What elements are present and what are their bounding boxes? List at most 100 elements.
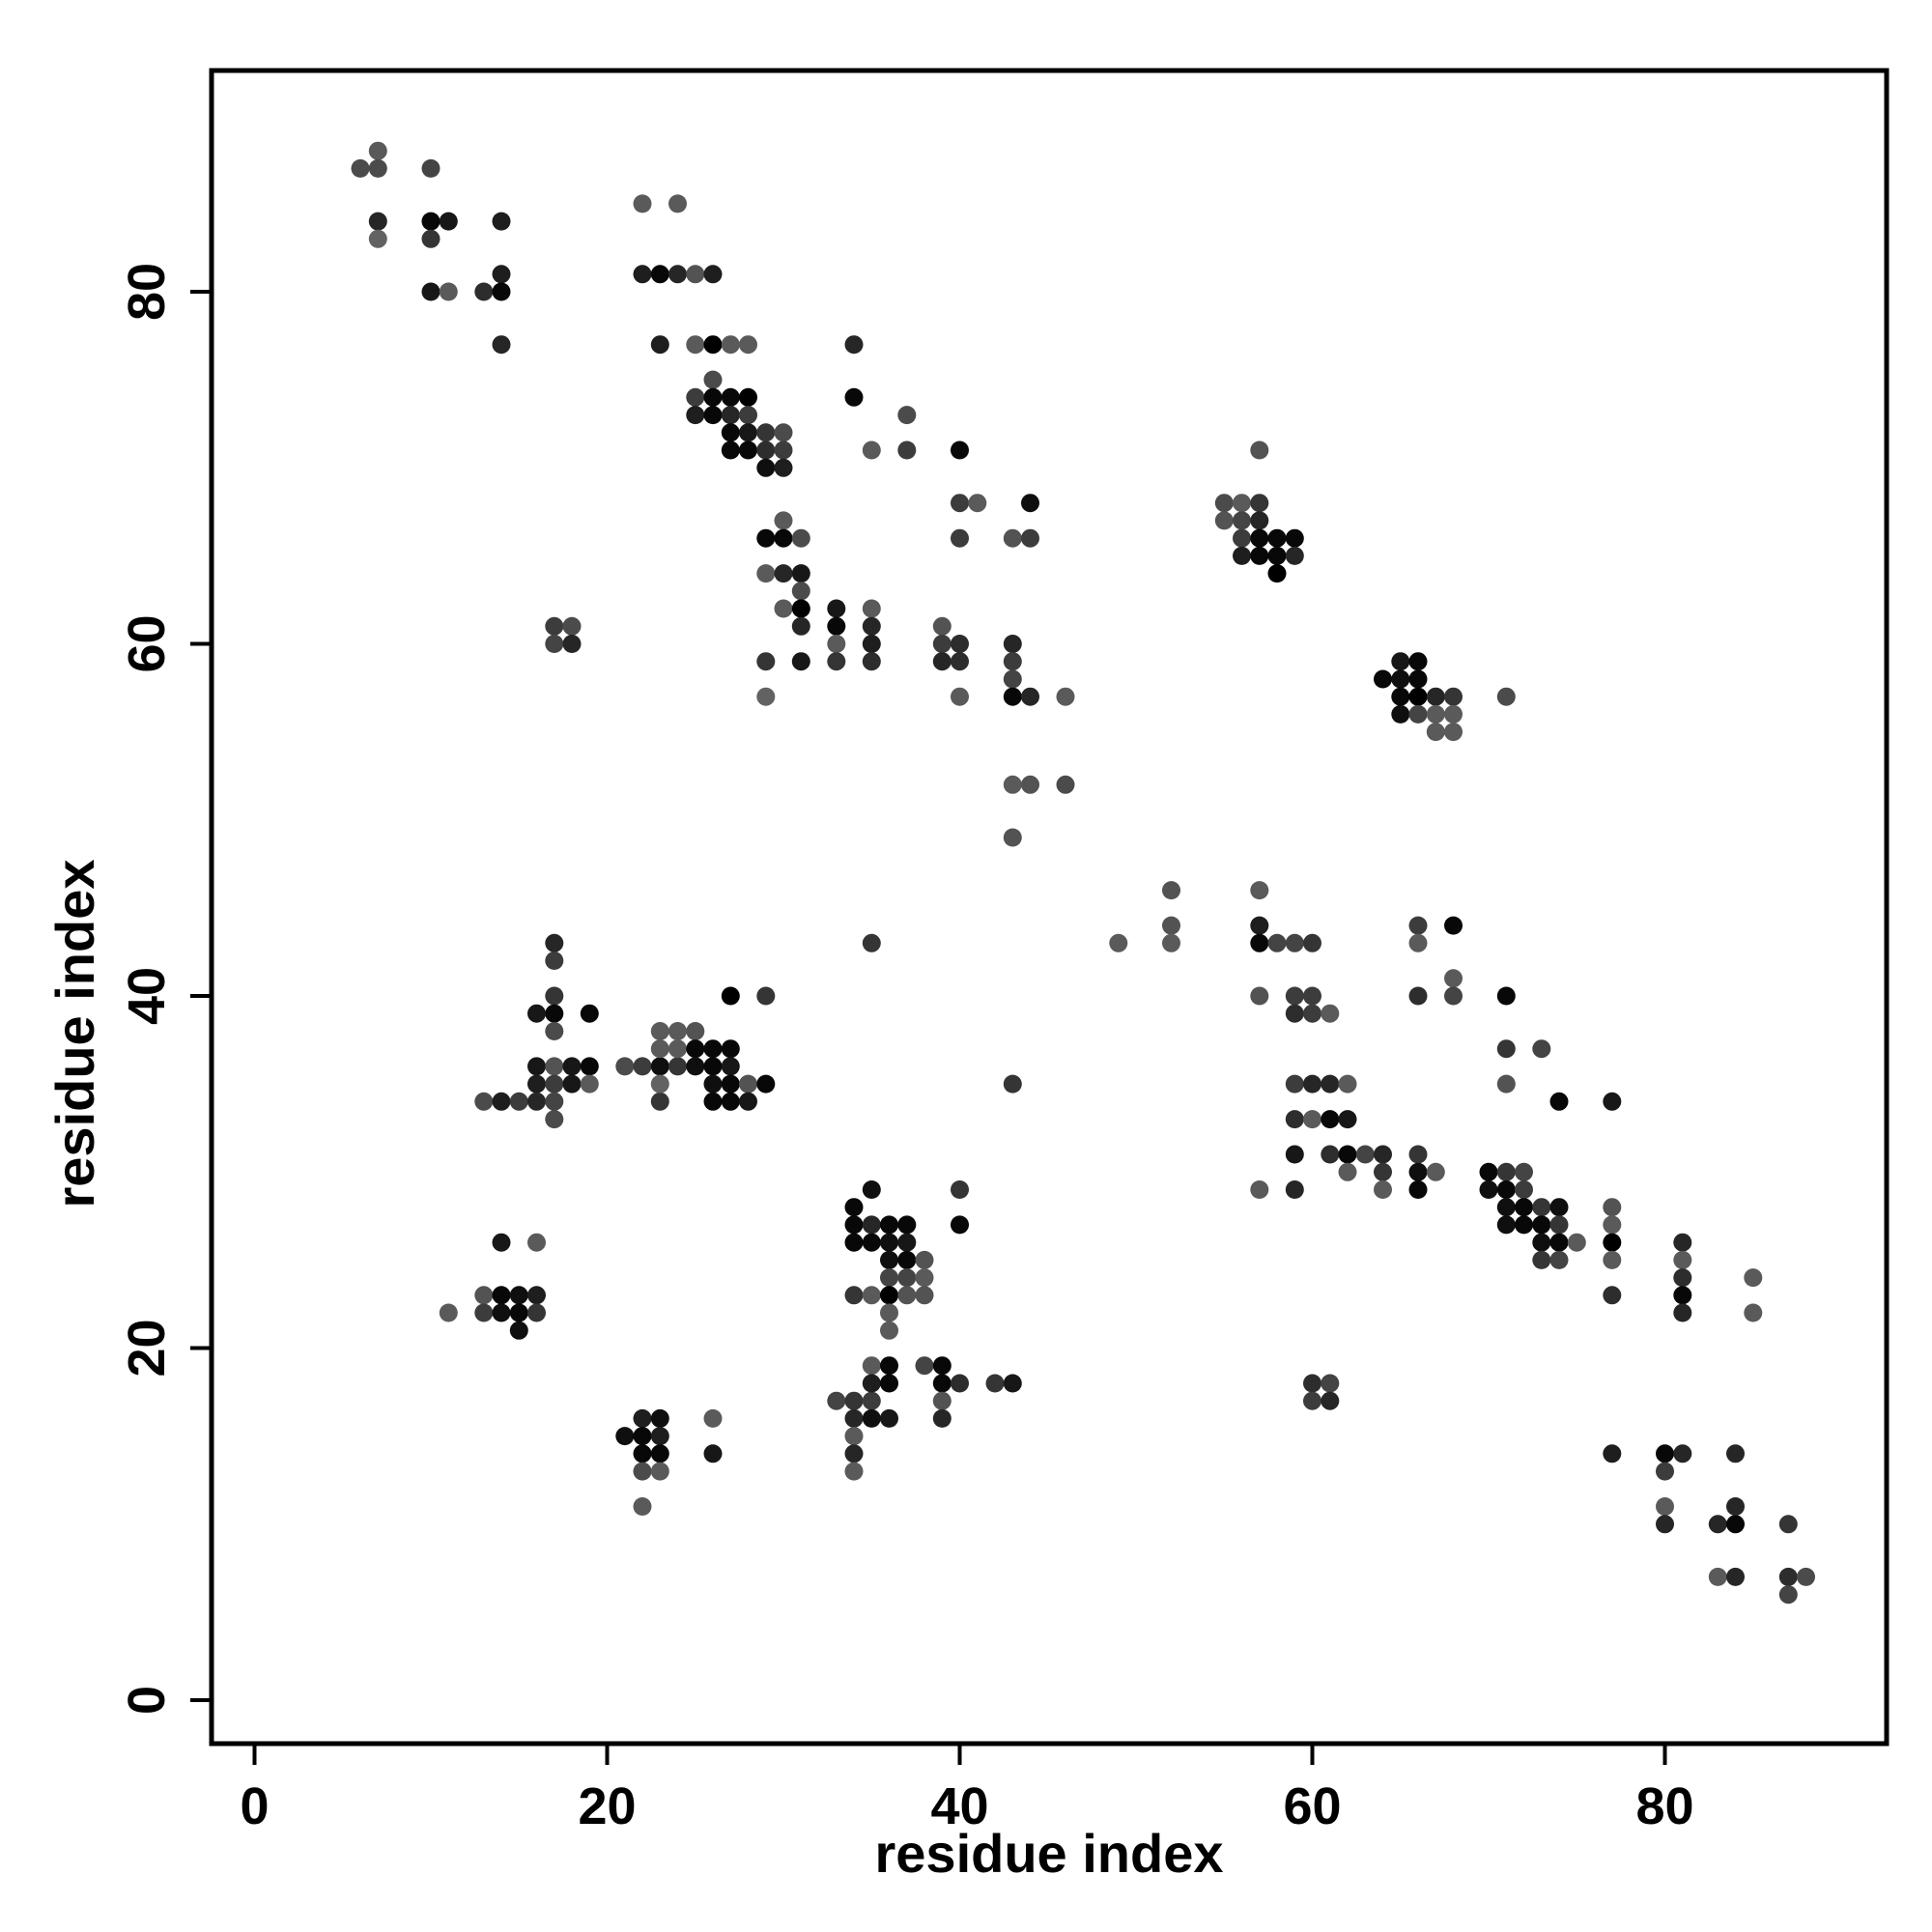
data-point (1267, 564, 1287, 583)
data-point (650, 1444, 669, 1463)
data-point (703, 1039, 723, 1059)
data-point (527, 1303, 546, 1322)
data-point (915, 1250, 934, 1269)
data-point (1408, 1145, 1428, 1164)
y-tick-label: 20 (118, 1319, 176, 1377)
data-point (756, 458, 776, 477)
data-point (1479, 1162, 1498, 1181)
data-point (1162, 881, 1180, 900)
data-point (1321, 1110, 1340, 1129)
data-point (633, 265, 652, 284)
data-point (844, 1444, 864, 1463)
y-tick-label: 0 (118, 1686, 176, 1715)
data-point (1285, 546, 1304, 565)
data-point (562, 1074, 582, 1094)
data-point (721, 1039, 740, 1059)
data-point (1003, 635, 1022, 653)
data-point (951, 1215, 969, 1235)
data-point (545, 933, 564, 952)
data-point (1355, 1145, 1375, 1164)
y-axis: 0 20 40 60 80 (118, 263, 212, 1715)
data-point (951, 687, 969, 706)
data-point (880, 1215, 898, 1235)
data-point (1726, 1567, 1745, 1586)
data-point (527, 1074, 546, 1094)
data-point (1250, 511, 1269, 530)
x-axis-title: residue index (874, 1823, 1223, 1884)
data-point (756, 687, 776, 706)
data-point (1444, 916, 1463, 935)
data-point (880, 1408, 898, 1428)
data-point (721, 440, 740, 460)
data-point (1603, 1198, 1622, 1217)
data-point (527, 1057, 546, 1076)
data-point (756, 652, 776, 671)
data-point (880, 1321, 898, 1340)
data-point (650, 1408, 669, 1428)
data-point (650, 335, 669, 355)
data-point (739, 1074, 757, 1094)
data-point (756, 440, 776, 460)
data-point (1250, 546, 1269, 565)
data-point (615, 1427, 635, 1446)
data-point (368, 158, 387, 178)
data-point (880, 1233, 898, 1252)
data-point (915, 1356, 934, 1376)
data-point (633, 194, 652, 213)
data-point (1408, 986, 1428, 1006)
data-point (862, 933, 881, 952)
data-point (1374, 669, 1392, 689)
data-point (1303, 1074, 1321, 1094)
data-point (1549, 1215, 1569, 1235)
data-point (1003, 528, 1022, 548)
data-point (756, 423, 776, 442)
data-point (686, 406, 705, 425)
data-point (827, 599, 846, 618)
data-point (1338, 1074, 1357, 1094)
data-point (1250, 528, 1269, 548)
data-point (739, 1092, 757, 1111)
data-point (880, 1303, 898, 1322)
data-point (951, 494, 969, 513)
data-point (1303, 933, 1321, 952)
data-point (862, 1391, 881, 1410)
data-point (492, 1233, 511, 1252)
data-point (1285, 1004, 1304, 1023)
data-point (774, 599, 793, 618)
data-point (1408, 1162, 1428, 1181)
data-point (1673, 1250, 1692, 1269)
data-point (633, 1444, 652, 1463)
data-point (1708, 1567, 1727, 1586)
data-point (1285, 1074, 1304, 1094)
data-point (1250, 1180, 1269, 1199)
data-point (686, 335, 705, 355)
data-point (650, 265, 669, 284)
data-point (562, 1057, 582, 1076)
data-point (492, 212, 511, 231)
data-point (862, 1180, 881, 1199)
data-point (880, 1250, 898, 1269)
data-point (1303, 1374, 1321, 1393)
plot-frame (209, 68, 1889, 1747)
points-layer (351, 141, 1815, 1605)
x-tick-label: 0 (240, 1777, 269, 1835)
data-point (1321, 1074, 1340, 1094)
data-point (862, 1356, 881, 1376)
data-point (1267, 528, 1287, 548)
data-point (951, 652, 969, 671)
data-point (650, 1427, 669, 1446)
data-point (739, 406, 757, 425)
data-point (1515, 1162, 1533, 1181)
data-point (1444, 986, 1463, 1006)
data-point (1778, 1515, 1798, 1534)
data-point (1214, 511, 1234, 530)
data-point (1338, 1110, 1357, 1129)
data-point (915, 1286, 934, 1305)
data-point (897, 440, 917, 460)
data-point (1250, 986, 1269, 1006)
data-point (756, 1074, 776, 1094)
data-point (545, 616, 564, 636)
data-point (1321, 1374, 1340, 1393)
data-point (633, 1427, 652, 1446)
data-point (1603, 1286, 1622, 1305)
